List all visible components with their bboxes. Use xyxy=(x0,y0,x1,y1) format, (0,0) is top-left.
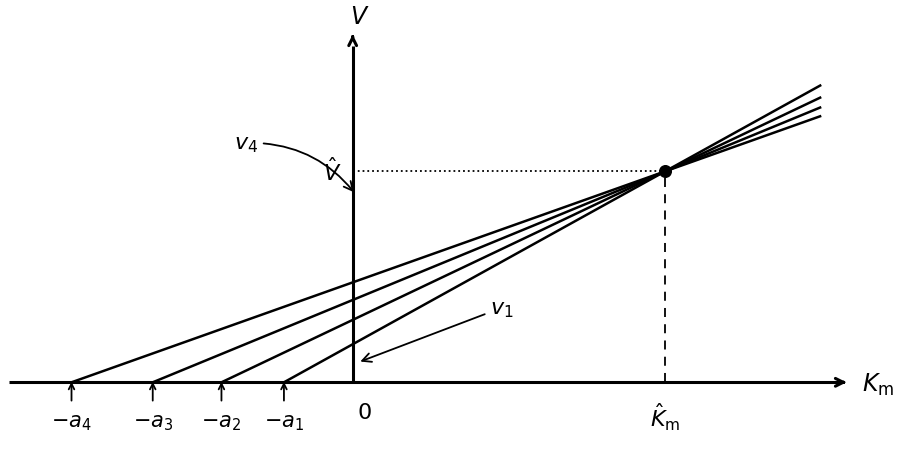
Text: $-a_2$: $-a_2$ xyxy=(202,412,241,432)
Text: $v_1$: $v_1$ xyxy=(362,297,514,362)
Text: $K_\mathrm{m}$: $K_\mathrm{m}$ xyxy=(862,371,894,397)
Text: $-a_3$: $-a_3$ xyxy=(132,412,173,432)
Text: $v_4$: $v_4$ xyxy=(234,133,353,191)
Text: $0$: $0$ xyxy=(356,401,372,423)
Text: $\hat{V}$: $\hat{V}$ xyxy=(323,158,341,186)
Text: $\hat{K}_\mathrm{m}$: $\hat{K}_\mathrm{m}$ xyxy=(650,401,680,432)
Point xyxy=(658,168,672,175)
Text: $V$: $V$ xyxy=(350,6,370,28)
Text: $-a_1$: $-a_1$ xyxy=(264,412,304,432)
Text: $-a_4$: $-a_4$ xyxy=(51,412,92,432)
